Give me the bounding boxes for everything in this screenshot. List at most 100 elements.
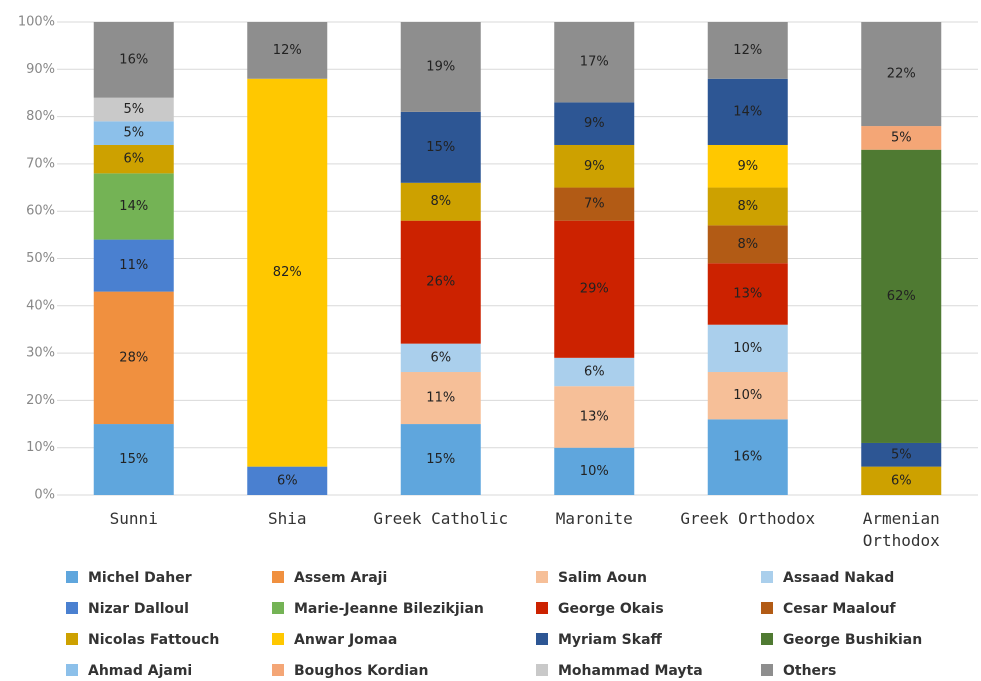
legend-label: George Okais xyxy=(558,601,664,617)
legend-item: Nizar Dalloul xyxy=(66,601,189,617)
legend-item: George Bushikian xyxy=(761,632,922,648)
data-label: 9% xyxy=(584,116,605,131)
data-label: 8% xyxy=(737,199,758,214)
y-tick-label: 50% xyxy=(26,251,55,266)
data-label: 22% xyxy=(887,67,916,82)
data-label: 6% xyxy=(430,350,451,365)
y-tick-label: 20% xyxy=(26,393,55,408)
data-label: 12% xyxy=(273,43,302,58)
bar-segment xyxy=(861,149,942,443)
bar-segment xyxy=(707,187,788,226)
data-label: 29% xyxy=(580,282,609,297)
bar-segment xyxy=(861,126,942,150)
bar-segment xyxy=(554,22,635,103)
legend-label: George Bushikian xyxy=(783,632,923,648)
legend-item: George Okais xyxy=(536,601,664,617)
data-label: 10% xyxy=(580,464,609,479)
bar-segment xyxy=(554,386,635,448)
bar-segment xyxy=(93,173,174,240)
data-label: 17% xyxy=(580,55,609,70)
bar-segment xyxy=(554,220,635,358)
bar-segment xyxy=(554,102,635,145)
bar-segment xyxy=(554,144,635,188)
data-label: 9% xyxy=(737,159,758,174)
bar-segment xyxy=(861,466,942,495)
bar-segment xyxy=(247,22,328,79)
bar-segment xyxy=(400,372,481,425)
legend-item: Anwar Jomaa xyxy=(272,632,397,648)
data-label: 9% xyxy=(584,159,605,174)
legend-swatch xyxy=(536,602,548,614)
y-tick-label: 30% xyxy=(26,346,55,361)
bar-segment xyxy=(247,466,328,495)
legend-label: Nicolas Fattouch xyxy=(88,632,220,648)
y-tick-label: 90% xyxy=(26,62,55,77)
data-label: 26% xyxy=(426,275,455,290)
legend-item: Mohammad Mayta xyxy=(536,663,703,679)
data-label: 15% xyxy=(426,140,455,155)
bar-segment xyxy=(93,144,174,174)
data-label: 19% xyxy=(426,59,455,74)
data-label: 8% xyxy=(737,237,758,252)
data-label: 10% xyxy=(733,388,762,403)
legend-item: Michel Daher xyxy=(66,570,192,586)
bar-segment xyxy=(554,357,635,387)
legend-swatch xyxy=(272,602,284,614)
legend-label: Boughos Kordian xyxy=(294,663,429,679)
legend-label: Nizar Dalloul xyxy=(88,601,189,617)
x-tick-label: Shia xyxy=(267,509,307,528)
y-tick-label: 0% xyxy=(34,488,55,503)
legend-item: Boughos Kordian xyxy=(272,663,428,679)
data-label: 5% xyxy=(123,102,144,117)
bar-segment xyxy=(400,22,481,112)
legend-swatch xyxy=(761,571,773,583)
data-label: 62% xyxy=(887,289,916,304)
legend-swatch xyxy=(272,664,284,676)
data-label: 11% xyxy=(119,258,148,273)
legend-label: Assem Araji xyxy=(294,570,388,586)
data-label: 28% xyxy=(119,350,148,365)
legend-swatch xyxy=(536,664,548,676)
legend-item: Myriam Skaff xyxy=(536,632,662,648)
legend-swatch xyxy=(66,602,78,614)
legend-label: Mohammad Mayta xyxy=(558,663,703,679)
legend-swatch xyxy=(66,633,78,645)
legend-item: Cesar Maalouf xyxy=(761,601,896,617)
data-label: 6% xyxy=(277,473,298,488)
bar-segment xyxy=(400,111,481,183)
data-label: 82% xyxy=(273,265,302,280)
legend-swatch xyxy=(761,633,773,645)
legend-item: Others xyxy=(761,663,836,679)
legend-label: Marie-Jeanne Bilezikjian xyxy=(294,601,484,617)
legend-item: Salim Aoun xyxy=(536,570,647,586)
data-label: 6% xyxy=(584,365,605,380)
legend-item: Marie-Jeanne Bilezikjian xyxy=(272,601,484,617)
legend-swatch xyxy=(761,664,773,676)
legend-label: Cesar Maalouf xyxy=(783,601,896,617)
legend-swatch xyxy=(66,664,78,676)
x-tick-label: Greek Orthodox xyxy=(680,509,816,528)
bar-segment xyxy=(93,121,174,145)
bar-segment xyxy=(93,424,174,495)
bar-segment xyxy=(93,97,174,122)
bar-segment xyxy=(707,263,788,325)
y-tick-label: 70% xyxy=(26,156,55,171)
x-tick-label: Greek Catholic xyxy=(373,509,509,528)
legend-item: Assaad Nakad xyxy=(761,570,894,586)
bar-segment xyxy=(861,442,942,467)
data-label: 8% xyxy=(430,194,451,209)
x-tick-label: Maronite xyxy=(555,509,633,528)
data-label: 10% xyxy=(733,341,762,356)
bar-segment xyxy=(400,182,481,221)
bar-segment xyxy=(554,187,635,221)
bar-segment xyxy=(554,447,635,495)
y-tick-label: 80% xyxy=(26,109,55,124)
data-label: 6% xyxy=(891,473,912,488)
data-label: 5% xyxy=(891,447,912,462)
bar-segment xyxy=(861,22,942,127)
legend-item: Assem Araji xyxy=(272,570,387,586)
data-label: 15% xyxy=(119,452,148,467)
legend-label: Anwar Jomaa xyxy=(294,632,398,648)
